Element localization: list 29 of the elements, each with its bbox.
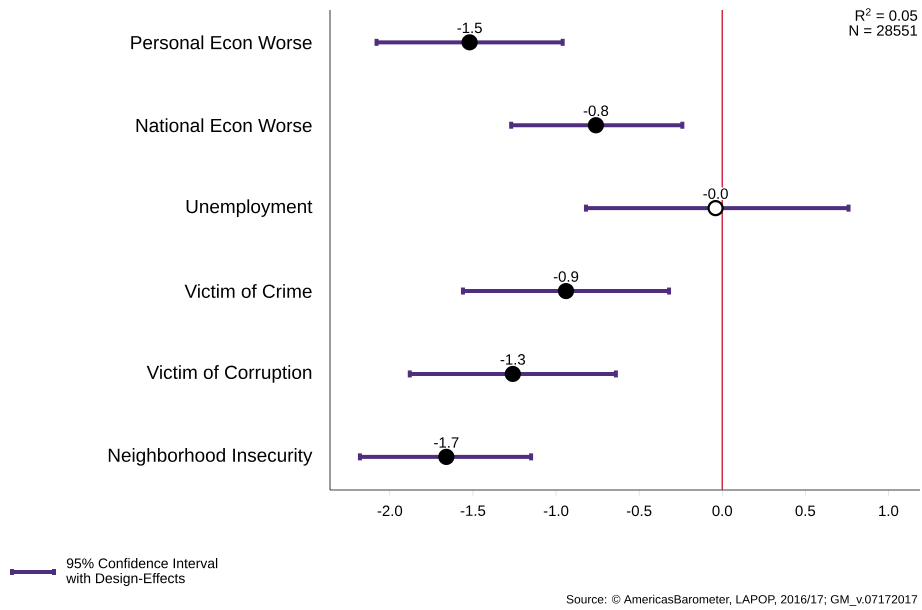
y-tick-label: Victim of Corruption <box>146 365 312 383</box>
data-label: -1.5 <box>457 22 482 34</box>
y-tick-label: Victim of Crime <box>184 284 312 298</box>
x-tick-label: 1.0 <box>879 506 898 516</box>
source-note: Source: © AmericasBarometer, LAPOP, 2016/17; GM_v.07172017 <box>566 594 918 606</box>
annotation: R$^{2}$ = 0.05 <box>856 8 918 21</box>
x-tick-label: -1.0 <box>544 506 568 516</box>
data-label: -1.7 <box>434 437 458 448</box>
y-tick-label: Unemployment <box>186 199 312 217</box>
data-label: -0.8 <box>584 105 608 116</box>
x-tick-label: -1.5 <box>460 506 486 516</box>
x-tick-label: -2.0 <box>378 506 402 516</box>
point <box>462 34 478 50</box>
point <box>438 448 454 465</box>
data-label: -1.3 <box>500 354 526 365</box>
y-tick-label: Neighborhood Insecurity <box>108 448 312 466</box>
annotation: N = 28551 <box>850 25 918 36</box>
point <box>504 366 521 382</box>
point <box>707 200 724 216</box>
point <box>558 282 574 300</box>
data-label: -0.0 <box>703 188 728 199</box>
x-tick-label: -0.5 <box>626 506 652 516</box>
y-tick-label: National Econ Worse <box>136 118 312 132</box>
y-tick-label: Personal Econ Worse <box>131 35 312 50</box>
x-tick-label: 0.0 <box>712 506 732 516</box>
x-tick-label: 0.5 <box>796 506 816 516</box>
point <box>588 117 604 134</box>
data-label: -0.9 <box>554 271 578 282</box>
text: 95% Confidence Interval with Design-Effects <box>66 558 218 586</box>
